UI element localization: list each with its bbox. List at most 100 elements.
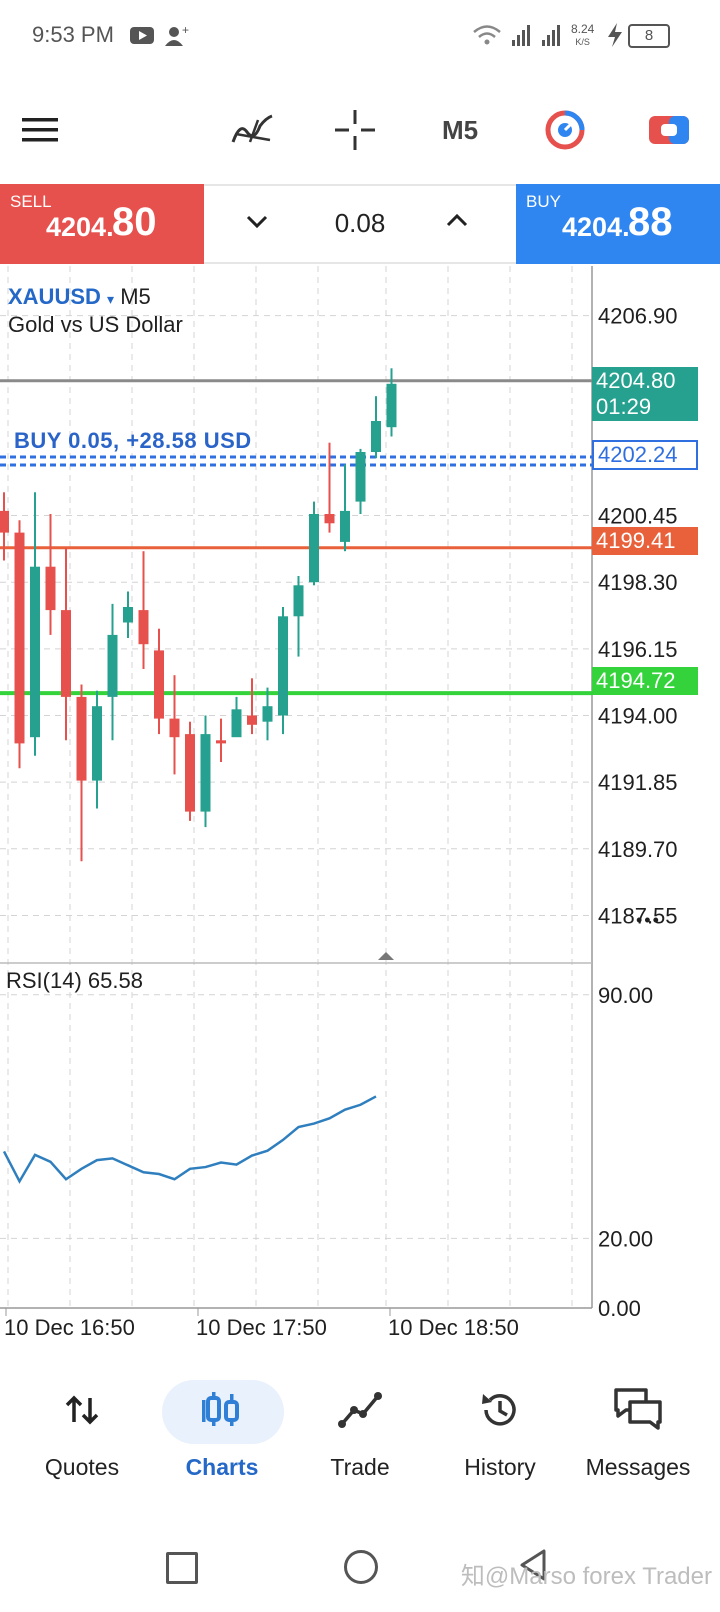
- back-icon[interactable]: [518, 1548, 548, 1582]
- symbol-caret: ▾: [107, 291, 115, 307]
- chart-more-button[interactable]: •••: [636, 910, 661, 930]
- trade-icon: [288, 1382, 432, 1438]
- rsi-tick-label: 0.00: [598, 1296, 641, 1321]
- candle-body: [123, 607, 133, 623]
- rsi-tick-label: 90.00: [598, 983, 653, 1008]
- nav-messages[interactable]: Messages: [566, 1370, 710, 1490]
- nav-history[interactable]: History: [428, 1370, 572, 1490]
- svg-text:+: +: [182, 24, 189, 37]
- price-tick-label: 4191.85: [598, 770, 678, 795]
- net-speed-unit: K/S: [575, 37, 590, 47]
- current-price-value: 4204.80: [596, 368, 676, 393]
- crosshair-icon[interactable]: [320, 90, 390, 170]
- status-notification-icons: +: [130, 24, 189, 46]
- symbol-description: Gold vs US Dollar: [8, 312, 183, 337]
- bar-countdown: 01:29: [596, 394, 652, 419]
- buy-button[interactable]: BUY 4204. 88: [516, 184, 720, 264]
- nav-quotes[interactable]: Quotes: [10, 1370, 154, 1490]
- trade-panel-icon[interactable]: [634, 90, 704, 170]
- active-tab-highlight: [162, 1380, 284, 1444]
- sell-price-big: 80: [112, 200, 157, 244]
- quotes-icon: [10, 1382, 154, 1438]
- lot-decrease-chevron-down-icon[interactable]: [244, 212, 270, 232]
- candle-body: [216, 740, 226, 744]
- symbol-name: XAUUSD: [8, 284, 101, 309]
- buy-price-small: 4204.: [562, 212, 630, 242]
- time-tick-label: 10 Dec 18:50: [388, 1315, 519, 1340]
- candle-body: [386, 383, 397, 428]
- candle-body: [92, 706, 102, 781]
- price-tick-label: 4189.70: [598, 837, 678, 862]
- rsi-line: [2, 1095, 377, 1184]
- candle-body: [0, 510, 9, 533]
- candle-body: [14, 532, 25, 744]
- home-icon[interactable]: [344, 1550, 378, 1584]
- current-price-label: 4204.80 01:29: [592, 367, 698, 421]
- system-navigation: [0, 1540, 720, 1612]
- nav-messages-label: Messages: [585, 1454, 691, 1480]
- nav-history-label: History: [464, 1454, 536, 1480]
- candle-body: [200, 734, 211, 812]
- nav-trade[interactable]: Trade: [288, 1370, 432, 1490]
- nav-charts[interactable]: Charts: [150, 1370, 294, 1490]
- messages-icon: [566, 1382, 710, 1438]
- price-chart[interactable]: 4206.90 4200.45 4198.30 4196.15 4194.00 4191.…: [0, 0, 720, 1340]
- candle-body: [324, 514, 335, 524]
- watermark: 知@Marso forex Trader: [460, 1563, 712, 1590]
- position-label[interactable]: BUY 0.05, +28.58 USD: [14, 428, 252, 453]
- timeframe-button[interactable]: M5: [441, 114, 479, 145]
- status-signal-icons: [473, 25, 560, 46]
- candle-body: [231, 709, 242, 738]
- net-speed: 8.24 K/S: [571, 23, 594, 48]
- price-tick-label: 4200.45: [598, 504, 678, 529]
- nav-trade-label: Trade: [330, 1454, 390, 1480]
- bottom-navigation: Quotes Charts Trade History Messages: [0, 1370, 720, 1490]
- lot-increase-chevron-up-icon[interactable]: [444, 210, 470, 230]
- net-speed-value: 8.24: [571, 22, 595, 36]
- candle-body: [262, 706, 273, 722]
- candle-body: [247, 715, 257, 725]
- candle-body: [278, 616, 288, 716]
- time-tick-label: 10 Dec 17:50: [196, 1315, 327, 1340]
- position-price-label: 4202.24: [592, 440, 698, 470]
- nav-charts-label: Charts: [185, 1454, 259, 1480]
- battery-icon: 8: [628, 24, 670, 48]
- chart-symbol[interactable]: XAUUSD ▾ M5: [8, 284, 151, 310]
- candle-body: [309, 514, 319, 583]
- candle-body: [371, 421, 381, 452]
- candle-body: [45, 566, 56, 611]
- history-icon: [428, 1382, 572, 1438]
- indicators-icon[interactable]: [218, 90, 288, 170]
- lot-size[interactable]: 0.08: [334, 208, 386, 238]
- rsi-title: RSI(14) 65.58: [6, 968, 143, 993]
- sell-price-small: 4204.: [46, 212, 114, 242]
- price-tick-label: 4187.55: [598, 903, 678, 928]
- candle-body: [293, 585, 304, 617]
- candle-body: [107, 634, 118, 697]
- candle-body: [169, 718, 180, 738]
- price-tick-label: 4198.30: [598, 570, 678, 595]
- candle-body: [185, 734, 195, 812]
- candle-body: [61, 610, 71, 697]
- symbol-timeframe: M5: [120, 284, 151, 309]
- recents-icon[interactable]: [166, 1552, 198, 1584]
- sell-button[interactable]: SELL 4204. 80: [0, 184, 204, 264]
- buy-label: BUY: [526, 192, 561, 211]
- objects-icon[interactable]: [530, 90, 600, 170]
- candle-body: [355, 452, 366, 502]
- buy-price-big: 88: [628, 200, 673, 244]
- time-tick-label: 10 Dec 16:50: [4, 1315, 135, 1340]
- nav-quotes-label: Quotes: [44, 1454, 120, 1480]
- stop-level-label: 4199.41: [592, 527, 698, 555]
- menu-icon[interactable]: [10, 90, 70, 170]
- price-tick-label: 4206.90: [598, 304, 678, 329]
- candle-body: [76, 696, 87, 781]
- charts-icon: [150, 1382, 294, 1438]
- candle-body: [340, 510, 350, 542]
- price-tick-label: 4194.00: [598, 704, 678, 729]
- chart-toolbar: M5: [0, 90, 720, 170]
- candle-body: [154, 650, 164, 719]
- status-bar: 9:53 PM + 8.24 K/S 8: [0, 0, 720, 72]
- sell-label: SELL: [10, 192, 52, 211]
- time-scroll-marker: [378, 952, 394, 960]
